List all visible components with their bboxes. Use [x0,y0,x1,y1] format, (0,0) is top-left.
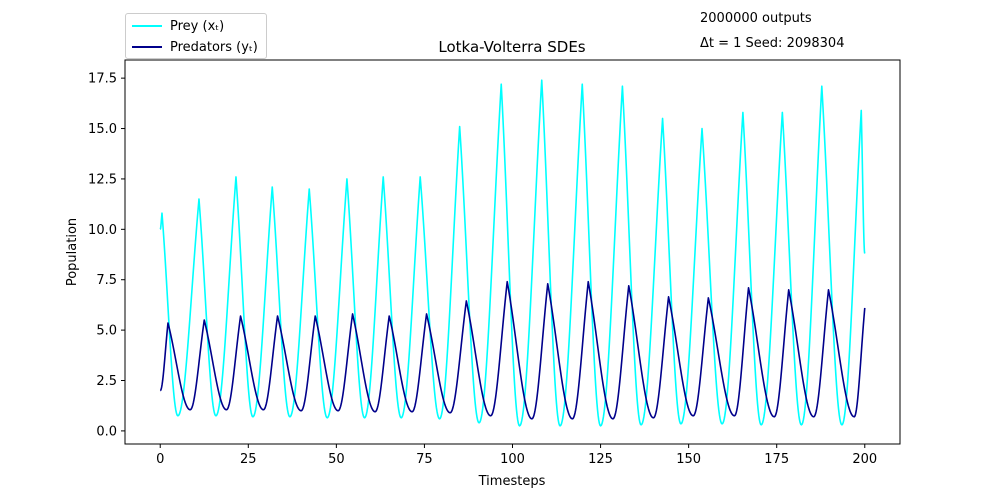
y-tick-label: 0.0 [96,424,117,439]
x-axis: 0 25 50 75 100 125 150 175 200 [156,444,877,467]
chart-title: Lotka-Volterra SDEs [438,38,585,56]
predators-series-line [159,280,866,420]
y-tick-label: 12.5 [88,172,117,187]
legend-label-predators: Predators (yₜ) [170,39,258,55]
x-tick-label: 150 [676,452,701,467]
y-tick-label: 10.0 [88,223,117,238]
x-tick-label: 75 [416,452,433,467]
x-axis-label: Timesteps [478,474,546,489]
x-tick-label: 100 [500,452,525,467]
x-tick-label: 0 [156,452,164,467]
legend-swatch-prey [132,25,162,27]
x-tick-label: 175 [764,452,789,467]
y-axis-label: Population [65,218,80,286]
legend: Prey (xₜ) Predators (yₜ) [125,13,267,59]
y-tick-label: 15.0 [88,122,117,137]
x-tick-label: 200 [852,452,877,467]
y-tick-label: 7.5 [96,273,117,288]
x-tick-label: 50 [328,452,345,467]
legend-swatch-predators [132,46,162,48]
y-tick-label: 5.0 [96,324,117,339]
outputs-note: 2000000 outputs [700,11,812,26]
params-note: Δt = 1 Seed: 2098304 [700,36,845,51]
prey-series-line [159,79,866,427]
x-tick-label: 125 [588,452,613,467]
legend-entry-prey: Prey (xₜ) [132,17,224,35]
y-tick-label: 2.5 [96,374,117,389]
legend-label-prey: Prey (xₜ) [170,18,225,34]
x-tick-label: 25 [240,452,257,467]
y-axis: 0.0 2.5 5.0 7.5 10.0 12.5 15.0 17.5 [88,72,125,439]
legend-entry-predators: Predators (yₜ) [132,38,258,56]
plot-lines [159,79,866,427]
y-tick-label: 17.5 [88,72,117,87]
